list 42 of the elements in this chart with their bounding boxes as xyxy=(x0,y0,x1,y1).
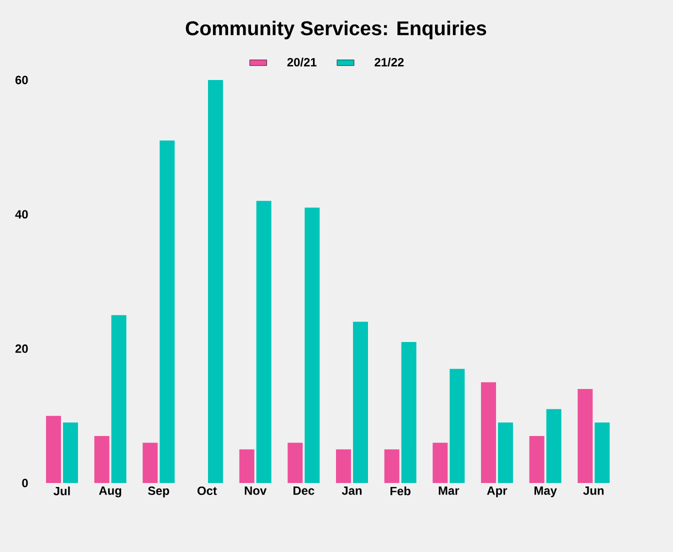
y-tick-label: 40 xyxy=(15,210,28,219)
y-tick-label: 0 xyxy=(22,478,28,488)
bar xyxy=(63,422,78,483)
bar xyxy=(529,436,544,483)
bar xyxy=(546,409,562,483)
x-tick-label: May xyxy=(534,486,557,498)
chart-title: Community Services: Enquiries xyxy=(186,20,486,40)
bar xyxy=(46,416,61,483)
x-tick-label: Jul xyxy=(54,486,70,496)
x-tick-label: Jan xyxy=(342,486,362,495)
x-tick-label: Oct xyxy=(198,486,217,495)
bar xyxy=(256,200,272,483)
x-tick-label: Apr xyxy=(487,486,508,498)
bar xyxy=(288,442,303,483)
x-tick-label: Feb xyxy=(390,486,410,496)
bar xyxy=(336,449,352,483)
legend-label: 20/21 xyxy=(287,58,317,67)
bar xyxy=(384,449,400,483)
legend-label: 21/22 xyxy=(374,58,404,67)
bar xyxy=(481,382,496,483)
bar xyxy=(353,322,368,483)
x-tick-label: Nov xyxy=(244,486,267,495)
bar xyxy=(432,442,448,483)
bar xyxy=(94,436,110,483)
bar xyxy=(160,140,175,483)
x-tick-label: Jun xyxy=(583,486,604,495)
bar xyxy=(239,449,254,483)
x-tick-label: Sep xyxy=(148,486,170,498)
bar xyxy=(450,368,465,483)
bar xyxy=(498,422,514,483)
y-tick-label: 60 xyxy=(15,76,28,84)
y-tick-label: 20 xyxy=(15,344,28,353)
x-tick-label: Mar xyxy=(438,486,460,495)
bar xyxy=(594,422,610,483)
bar xyxy=(401,342,416,483)
bar xyxy=(142,442,158,483)
bar xyxy=(578,388,593,483)
bar xyxy=(111,315,126,483)
bar xyxy=(304,208,320,483)
x-tick-label: Aug xyxy=(99,486,122,498)
x-tick-label: Dec xyxy=(294,486,314,495)
bar xyxy=(208,80,223,483)
